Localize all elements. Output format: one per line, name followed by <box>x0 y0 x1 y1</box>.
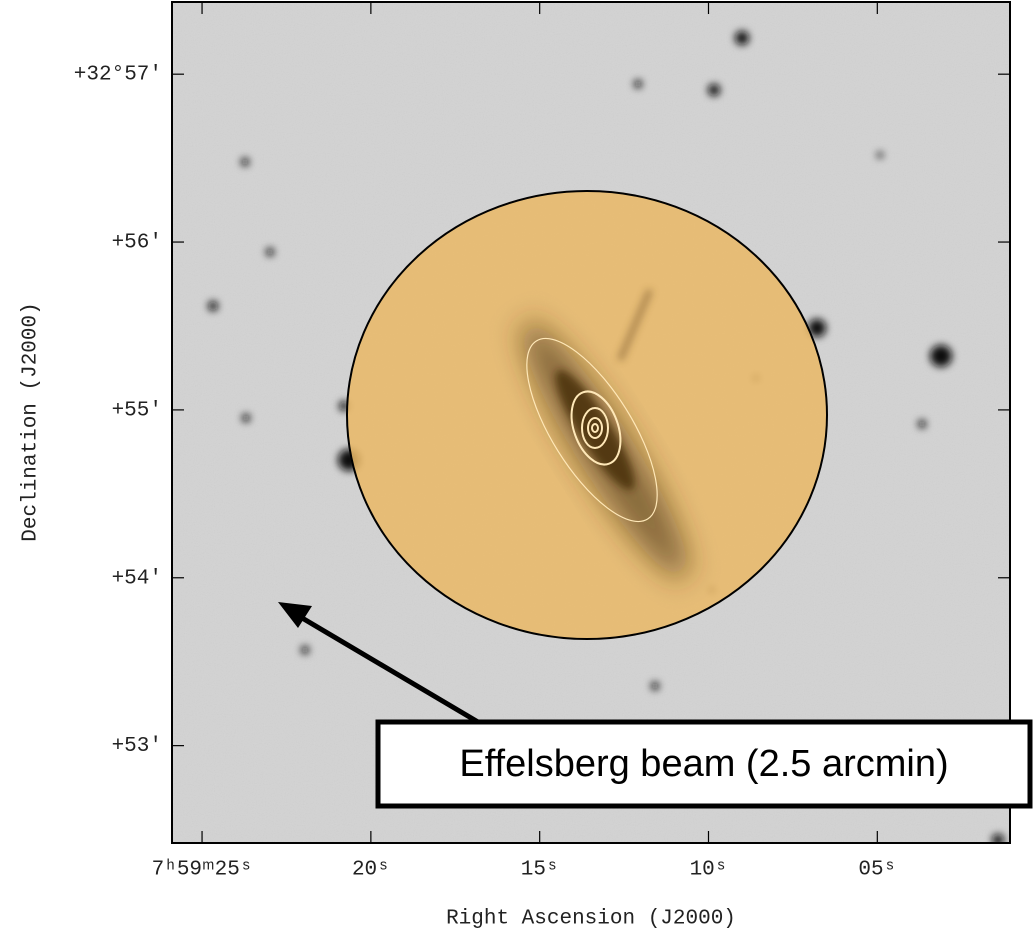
stars <box>208 31 1004 843</box>
x-tick-label: 10ˢ <box>690 859 728 882</box>
frame <box>171 1 1011 844</box>
y-tick-label: +54′ <box>112 567 162 590</box>
annotation-arrow <box>278 602 480 725</box>
y-tick-label: +32°57′ <box>74 64 162 87</box>
y-tick-label: +56′ <box>112 232 162 255</box>
sky-image <box>172 2 1010 843</box>
x-tick-label: 15ˢ <box>521 859 559 882</box>
x-tick-label: 7ʰ59ᵐ25ˢ <box>152 859 253 882</box>
x-tick-label: 05ˢ <box>858 859 896 882</box>
annotation-box <box>375 719 1033 809</box>
x-axis-label: Right Ascension (J2000) <box>446 908 736 931</box>
y-tick-label: +55′ <box>112 399 162 422</box>
ticks: 7ʰ59ᵐ25ˢ 20ˢ 15ˢ 10ˢ 05ˢ +32°57′ +56′ +55′ +54′ +… <box>74 2 1010 882</box>
annotation: Effelsberg beam (2.5 arcmin) <box>459 743 948 785</box>
x-tick-label: 20ˢ <box>352 859 390 882</box>
y-tick-label: +53′ <box>112 735 162 758</box>
contours <box>526 337 658 523</box>
y-axis-label: Declination (J2000) <box>20 302 43 541</box>
